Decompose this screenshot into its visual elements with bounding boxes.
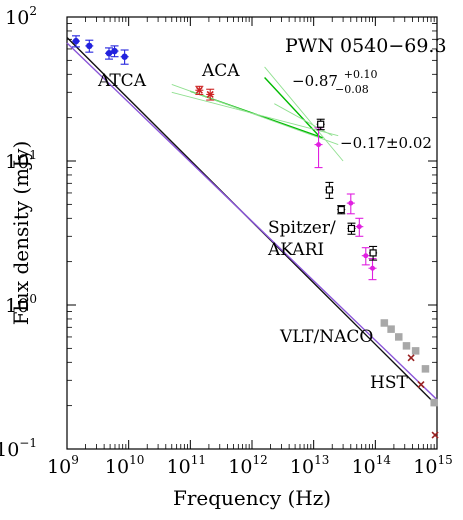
spectral-index-radio: −0.17±0.02 — [340, 134, 432, 152]
x-tick-exp: 12 — [252, 453, 267, 467]
data-point — [356, 224, 362, 230]
x-tick-label: 109 — [47, 453, 79, 478]
data-point — [348, 200, 354, 206]
x-tick-exp: 13 — [314, 453, 329, 467]
data-point — [370, 265, 376, 271]
data-point — [430, 398, 438, 407]
spectral-index-ir-minus: −0.08 — [335, 83, 369, 96]
y-tick-base: 10 — [5, 295, 29, 317]
fit-lines — [66, 37, 438, 407]
x-tick-base: 10 — [413, 456, 437, 478]
x-tick-label: 1011 — [167, 453, 206, 478]
spectral-index-ir-plus: +0.10 — [344, 68, 378, 81]
fit-line — [264, 66, 344, 162]
x-tick-base: 10 — [105, 456, 129, 478]
x-tick-base: 10 — [47, 456, 71, 478]
x-tick-base: 10 — [167, 456, 191, 478]
x-tick-exp: 14 — [376, 453, 392, 467]
data-point — [347, 224, 356, 233]
x-tick-label: 1013 — [290, 453, 329, 478]
data-point — [317, 120, 325, 128]
data-point — [431, 431, 439, 439]
fit-line — [264, 77, 322, 139]
x-axis-title: Frequency (Hz) — [173, 486, 331, 510]
data-point — [411, 347, 420, 355]
data-point — [417, 381, 425, 389]
data-point — [395, 333, 403, 341]
data-point — [195, 86, 203, 94]
data-point — [337, 205, 345, 214]
label-spitzer-line2: AKARI — [267, 240, 324, 260]
y-tick-base: 10 — [0, 439, 19, 461]
x-tick-exp: 9 — [71, 453, 79, 467]
data-points — [72, 35, 439, 439]
fit-line — [274, 103, 333, 137]
y-tick-exp: −1 — [19, 436, 37, 450]
x-tick-base: 10 — [290, 456, 314, 478]
spectral-index-ir: −0.87 +0.10 −0.08 — [292, 64, 382, 96]
data-point — [86, 42, 93, 50]
data-point — [105, 50, 113, 57]
x-tick-base: 10 — [228, 456, 252, 478]
data-point — [380, 319, 389, 327]
spectral-index-ir-value: −0.87 — [292, 72, 338, 90]
x-tick-exp: 15 — [437, 453, 452, 467]
y-tick-label: 10−1 — [0, 436, 37, 461]
y-tick-label: 101 — [5, 148, 37, 173]
data-point — [111, 47, 118, 55]
y-tick-exp: 0 — [29, 292, 37, 306]
x-tick-label: 1014 — [352, 453, 392, 478]
label-spitzer-line1: Spitzer/ — [268, 218, 336, 238]
data-point — [206, 90, 214, 98]
data-point — [402, 342, 411, 350]
label-aca: ACA — [201, 61, 240, 81]
data-point — [72, 37, 80, 45]
x-tick-label: 1010 — [105, 453, 144, 478]
y-tick-exp: 2 — [29, 4, 37, 18]
data-point — [325, 186, 334, 194]
x-tick-base: 10 — [352, 456, 376, 478]
data-point — [369, 249, 377, 257]
fit-line — [171, 91, 339, 137]
axis-ticks — [66, 16, 438, 450]
data-point — [421, 365, 430, 373]
y-tick-exp: 1 — [29, 148, 37, 162]
fit-line — [66, 42, 438, 401]
data-point — [363, 253, 369, 259]
chart-title: PWN 0540−69.3 — [285, 35, 447, 57]
x-tick-exp: 11 — [191, 453, 206, 467]
x-tick-label: 1012 — [228, 453, 267, 478]
label-hst: HST — [370, 373, 408, 393]
label-atca: ATCA — [97, 71, 147, 91]
data-point — [316, 142, 322, 148]
label-vlt-naco: VLT/NACO — [279, 327, 373, 347]
y-tick-base: 10 — [5, 151, 29, 173]
y-tick-label: 102 — [5, 4, 37, 29]
data-point — [387, 325, 395, 333]
data-point — [121, 53, 128, 60]
data-point — [407, 354, 415, 362]
y-tick-base: 10 — [5, 7, 29, 29]
x-tick-label: 1015 — [413, 453, 452, 478]
y-axis-title: Flux density (mJy) — [9, 141, 33, 326]
x-tick-exp: 10 — [129, 453, 144, 467]
y-tick-label: 100 — [5, 292, 37, 317]
